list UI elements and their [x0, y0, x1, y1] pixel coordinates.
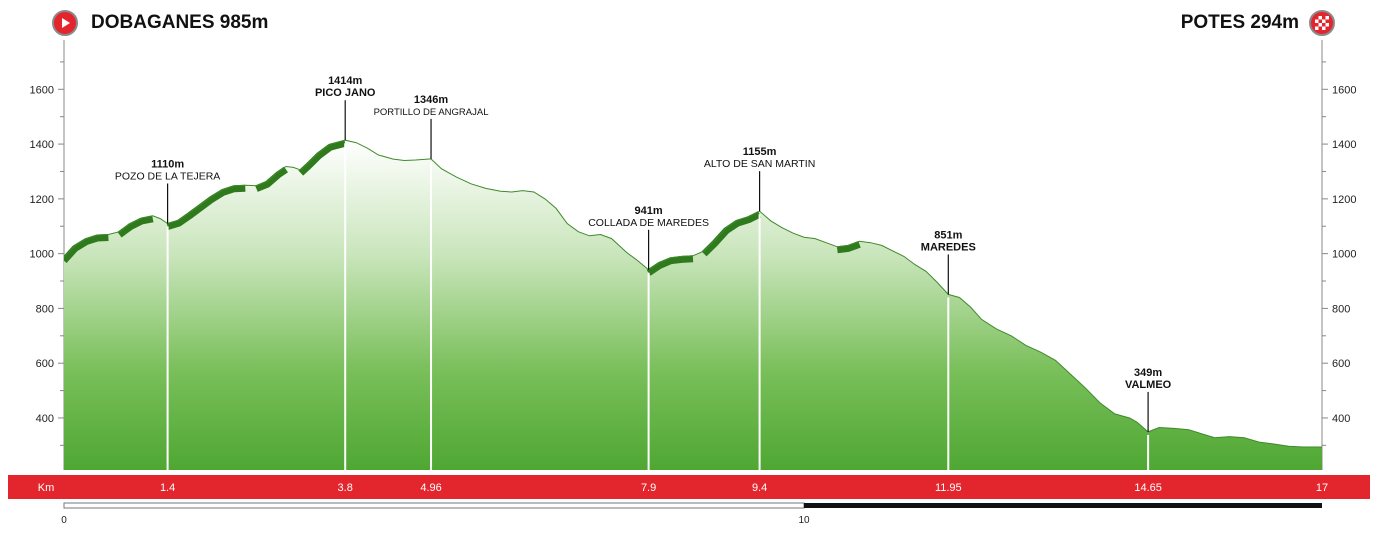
km-tick-label: 4.96: [420, 482, 441, 494]
waypoint-altitude-label: 851m: [934, 229, 962, 241]
play-icon: [52, 10, 78, 36]
waypoint-name-label: POZO DE LA TEJERA: [115, 171, 220, 183]
climb-segment: [701, 211, 762, 257]
y-tick-label-left: 1200: [30, 194, 54, 206]
climb-segment: [166, 184, 246, 230]
waypoint-name-label: PORTILLO DE ANGRAJAL: [374, 107, 489, 118]
km-bar-background: [8, 475, 1370, 499]
scale-bar: 0 10: [61, 502, 1322, 526]
km-tick-label: 14.65: [1134, 482, 1162, 494]
waypoint-altitude-label: 1414m: [328, 75, 362, 87]
y-tick-label-right: 400: [1332, 413, 1350, 425]
waypoint-name-label: MAREDES: [921, 241, 976, 253]
waypoint-altitude-label: 1155m: [743, 146, 777, 158]
climb-segments: [64, 139, 861, 276]
km-tick-label: 3.8: [338, 482, 353, 494]
y-tick-label-left: 600: [36, 358, 54, 370]
start-title: DOBAGANES 985m: [91, 12, 269, 33]
scale-bar-light-segment: [63, 502, 805, 509]
y-tick-label-right: 1400: [1332, 139, 1356, 151]
y-tick-label-left: 1000: [30, 249, 54, 261]
waypoint-altitude-label: 349m: [1134, 367, 1162, 379]
elevation-area: [64, 140, 1322, 470]
scale-label: 0: [61, 515, 67, 526]
waypoint-altitude-label: 1346m: [414, 94, 448, 106]
scale-bar-dark-segment: [804, 503, 1322, 508]
y-tick-label-right: 600: [1332, 358, 1350, 370]
y-tick-label-right: 1600: [1332, 84, 1356, 96]
elevation-outline: [63, 139, 1322, 448]
finish-title: POTES 294m: [1180, 12, 1299, 33]
start-header: DOBAGANES 985m: [52, 10, 268, 36]
y-tick-label-left: 1600: [30, 84, 54, 96]
y-tick-label-right: 800: [1332, 303, 1350, 315]
y-tick-label-left: 400: [36, 413, 54, 425]
km-tick-label: 11.95: [935, 482, 962, 494]
waypoint-name-label: PICO JANO: [315, 87, 376, 99]
y-axis-right: 400 600 800 1000 1200 1400 1600: [1321, 40, 1356, 470]
waypoint-name-label: ALTO DE SAN MARTIN: [704, 158, 815, 170]
km-tick-label: 9.4: [752, 482, 767, 494]
y-tick-label-left: 800: [36, 303, 54, 315]
waypoint-altitude-label: 941m: [635, 205, 663, 217]
y-tick-label-right: 1000: [1332, 249, 1356, 261]
km-tick-label: 17: [1316, 482, 1328, 494]
km-axis-label: Km: [38, 482, 55, 494]
climb-segment: [646, 255, 694, 276]
finish-header: POTES 294m: [1181, 10, 1335, 36]
climb-segment: [255, 166, 288, 192]
y-axis-left: 400 600 800 1000 1200 1400 1600: [30, 40, 65, 470]
km-bar: Km 1.4 3.8 4.96 7.9 9.4 11.95 14.65 17: [8, 475, 1370, 499]
km-tick-label: 7.9: [641, 482, 656, 494]
scale-label: 10: [798, 515, 810, 526]
climb-segment: [117, 215, 154, 238]
climb-segment: [836, 241, 861, 254]
checkered-flag-icon: [1309, 10, 1335, 36]
km-tick-label: 1.4: [160, 482, 175, 494]
waypoint-name-label: COLLADA DE MAREDES: [588, 217, 709, 229]
y-tick-label-right: 1200: [1332, 194, 1356, 206]
y-tick-label-left: 1400: [30, 139, 54, 151]
waypoint-name-label: VALMEO: [1125, 379, 1172, 391]
climb-segment: [298, 139, 347, 176]
climb-segment: [64, 234, 109, 264]
waypoint-altitude-label: 1110m: [151, 159, 184, 171]
